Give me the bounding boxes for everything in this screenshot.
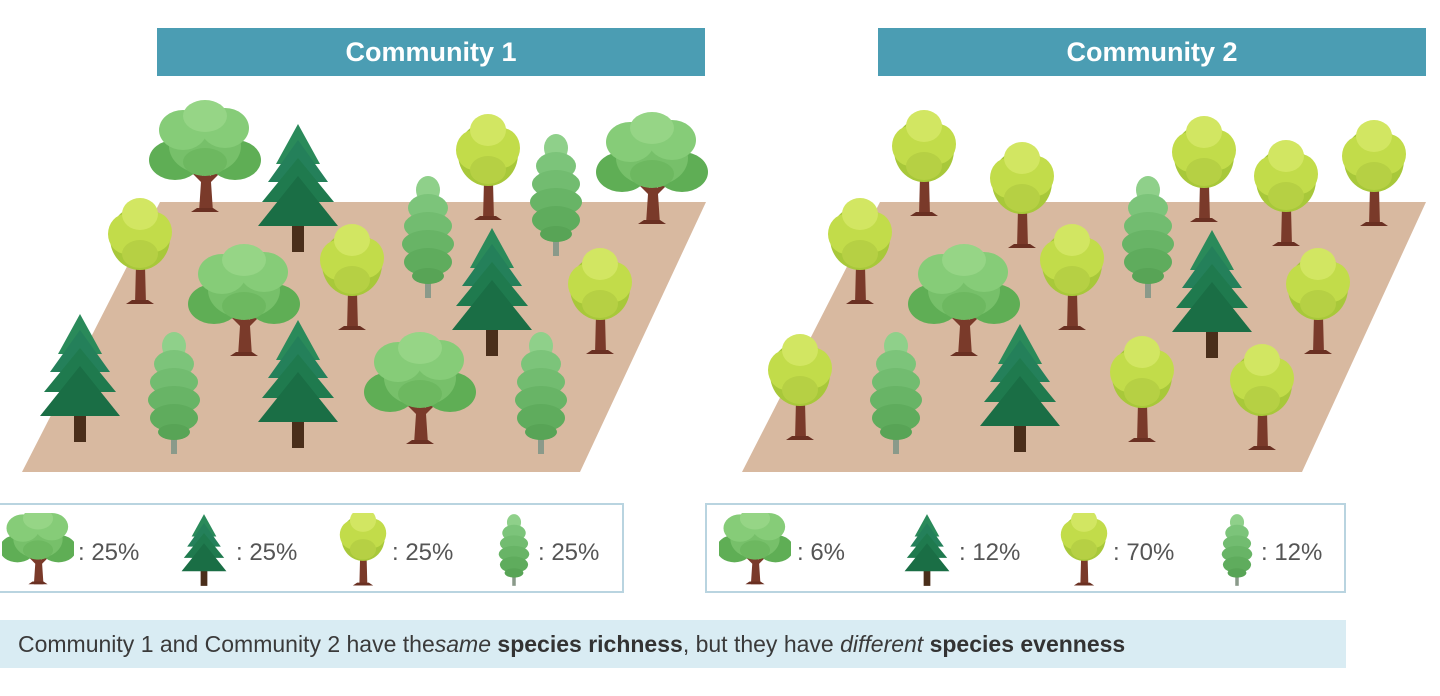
legend-percent: : 25% (392, 539, 454, 566)
caption-same: same (434, 630, 492, 657)
caption-text: , but they have (682, 630, 841, 657)
community-2-header: Community 2 (878, 28, 1426, 76)
caption-different: different (840, 630, 924, 657)
caption-banner: Community 1 and Community 2 have the sam… (0, 620, 1346, 668)
legend-percent: : 25% (538, 539, 600, 566)
caption-species-richness: species richness (497, 630, 683, 657)
yellow-green-tree (892, 110, 956, 216)
caption-species-evenness: species evenness (929, 630, 1126, 657)
legend-percent: : 70% (1113, 539, 1175, 566)
legend-percent: : 25% (236, 539, 298, 566)
yellow-green-tree-icon (1060, 513, 1108, 586)
cypress-tree-icon (1221, 514, 1253, 586)
legend-percent: : 25% (78, 539, 140, 566)
pine-tree-icon (181, 514, 227, 586)
caption-text: Community 1 and Community 2 have the (18, 630, 435, 657)
legend-percent: : 6% (797, 539, 846, 566)
broadleaf-tree (149, 100, 261, 212)
legend-percent: : 12% (1261, 539, 1323, 566)
broadleaf-tree-icon (2, 513, 74, 585)
pine-tree-icon (904, 514, 950, 586)
forest-scenes (22, 100, 1426, 472)
community-1-header: Community 1 (157, 28, 705, 76)
community-1-legend: : 25% : 25% : 25% : 25% (0, 503, 624, 593)
broadleaf-tree-icon (719, 513, 791, 585)
community-2-legend: : 6% : 12% : 70% : 12% (705, 503, 1346, 593)
cypress-tree-icon (498, 514, 530, 586)
yellow-green-tree-icon (339, 513, 387, 586)
legend-percent: : 12% (959, 539, 1021, 566)
